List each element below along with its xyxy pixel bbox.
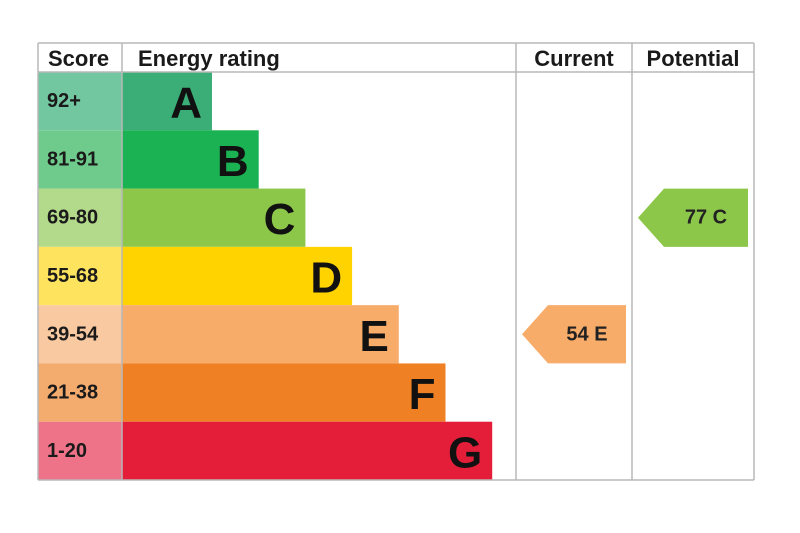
rating-letter: E (359, 312, 388, 361)
rating-letter: C (264, 195, 296, 244)
current-rating-value: 54 E (566, 323, 607, 345)
score-label: 92+ (47, 90, 81, 112)
score-header: Score (48, 46, 109, 71)
score-cell (38, 246, 122, 306)
score-cell (38, 305, 122, 364)
score-label: 81-91 (47, 148, 98, 170)
rating-bar-e (122, 305, 399, 364)
score-cell (38, 421, 122, 480)
score-label: 1-20 (47, 440, 87, 462)
score-label: 39-54 (47, 323, 99, 345)
score-cell (38, 363, 122, 422)
rating-bar-d (122, 246, 353, 306)
rating-letter: A (170, 79, 202, 128)
potential-rating-value: 77 C (685, 207, 727, 229)
score-cell (38, 130, 122, 189)
potential-rating-arrow (638, 188, 748, 247)
potential-header: Potential (647, 46, 740, 71)
rating-letter: G (448, 428, 482, 477)
rating-letter: B (217, 137, 249, 186)
rating-bar-f (122, 363, 446, 422)
score-cell (38, 188, 122, 247)
rating-bar-c (122, 188, 306, 247)
current-rating-arrow (522, 305, 626, 364)
current-header: Current (534, 46, 614, 71)
rating-bar-a (122, 72, 212, 131)
score-label: 69-80 (47, 207, 98, 229)
rating-letter: D (310, 254, 342, 303)
rating-letter: F (409, 370, 436, 419)
score-cell (38, 72, 122, 131)
rating-bar-b (122, 130, 259, 189)
rating-bar-g (122, 421, 493, 480)
score-label: 55-68 (47, 265, 98, 287)
rating-header: Energy rating (138, 46, 280, 71)
score-label: 21-38 (47, 382, 98, 404)
